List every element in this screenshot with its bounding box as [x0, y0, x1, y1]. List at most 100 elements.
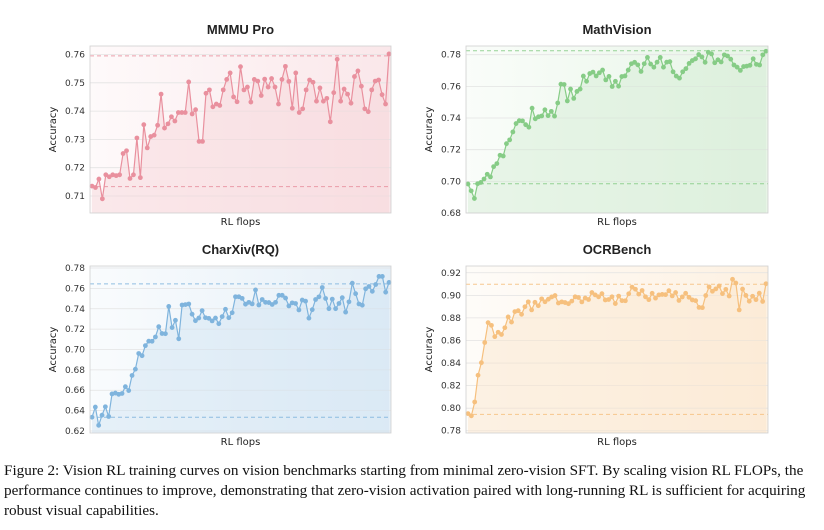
data-point [139, 353, 145, 359]
data-point [338, 98, 344, 104]
y-tick-label: 0.72 [441, 146, 461, 156]
y-tick-label: 0.68 [441, 209, 461, 219]
data-point [532, 299, 538, 305]
data-point [186, 301, 192, 307]
data-point [134, 135, 140, 141]
data-point [289, 105, 295, 111]
data-point [625, 67, 631, 73]
data-point [539, 296, 545, 302]
data-point [502, 325, 508, 331]
data-point [376, 77, 382, 83]
data-point [234, 99, 240, 105]
y-tick-label: 0.76 [441, 82, 461, 92]
data-point [353, 291, 359, 297]
data-point [699, 305, 705, 311]
y-tick-label: 0.82 [441, 382, 461, 392]
data-point [156, 324, 162, 330]
data-point [199, 308, 205, 313]
y-tick-label: 0.72 [65, 164, 85, 174]
data-point [316, 294, 322, 300]
data-point [520, 118, 525, 124]
data-point [693, 56, 698, 62]
data-point [379, 92, 385, 98]
data-point [358, 83, 364, 89]
data-point [616, 293, 622, 299]
data-point [716, 283, 722, 289]
data-point [334, 56, 340, 62]
data-point [176, 336, 182, 342]
data-point [576, 295, 581, 300]
data-point [757, 62, 762, 68]
data-point [612, 301, 618, 306]
data-point [239, 295, 245, 301]
data-point [643, 294, 648, 300]
data-point [484, 171, 490, 177]
data-point [677, 75, 682, 81]
data-point [661, 64, 666, 70]
data-point [564, 98, 570, 104]
data-point [699, 54, 705, 60]
data-point [238, 64, 243, 70]
data-point [622, 298, 628, 304]
data-point [505, 314, 511, 320]
data-point [686, 61, 692, 66]
y-tick-label: 0.92 [441, 269, 461, 279]
data-point [99, 196, 105, 202]
data-point [648, 61, 654, 67]
data-point [579, 299, 585, 305]
chart-title: OCRBench [583, 242, 652, 257]
data-point [127, 176, 133, 181]
data-point [499, 332, 504, 337]
data-point [669, 293, 675, 299]
data-point [249, 301, 255, 307]
data-point [363, 286, 369, 292]
data-point [686, 294, 692, 300]
data-point [599, 291, 605, 297]
data-point [548, 108, 554, 114]
data-point [365, 109, 371, 115]
data-point [96, 422, 102, 428]
data-point [709, 51, 714, 57]
data-point [265, 84, 271, 90]
data-point [475, 372, 481, 378]
data-point [760, 52, 766, 58]
data-point [120, 151, 126, 156]
data-point [166, 304, 172, 309]
data-point [580, 73, 586, 79]
data-point [489, 322, 494, 328]
data-point [155, 122, 161, 128]
data-point [500, 153, 506, 159]
data-point [142, 343, 148, 349]
data-point [723, 286, 729, 292]
data-point [248, 99, 254, 105]
data-point [386, 279, 392, 285]
data-point [746, 298, 752, 304]
chart-title: CharXiv(RQ) [202, 242, 279, 257]
data-point [346, 299, 352, 305]
data-point [593, 73, 599, 79]
data-point [220, 87, 226, 93]
data-point [763, 48, 769, 54]
data-point [651, 64, 657, 70]
data-point [173, 317, 178, 323]
x-axis-label: RL flops [597, 437, 637, 448]
data-point [348, 100, 354, 106]
data-point [734, 64, 740, 70]
data-point [99, 412, 105, 418]
y-tick-label: 0.78 [441, 51, 461, 61]
data-point [366, 284, 372, 289]
data-point [146, 338, 152, 344]
data-point [317, 85, 323, 91]
figure-caption: Figure 2: Vision RL training curves on v… [4, 462, 806, 519]
data-point [633, 286, 638, 292]
data-point [632, 59, 638, 65]
data-point [309, 307, 315, 313]
data-point [683, 290, 689, 296]
data-point [359, 302, 365, 308]
data-point [329, 296, 335, 302]
data-point [472, 399, 478, 405]
y-tick-label: 0.66 [65, 386, 85, 396]
data-point [616, 83, 621, 89]
data-point [310, 79, 316, 85]
data-point [253, 287, 258, 293]
